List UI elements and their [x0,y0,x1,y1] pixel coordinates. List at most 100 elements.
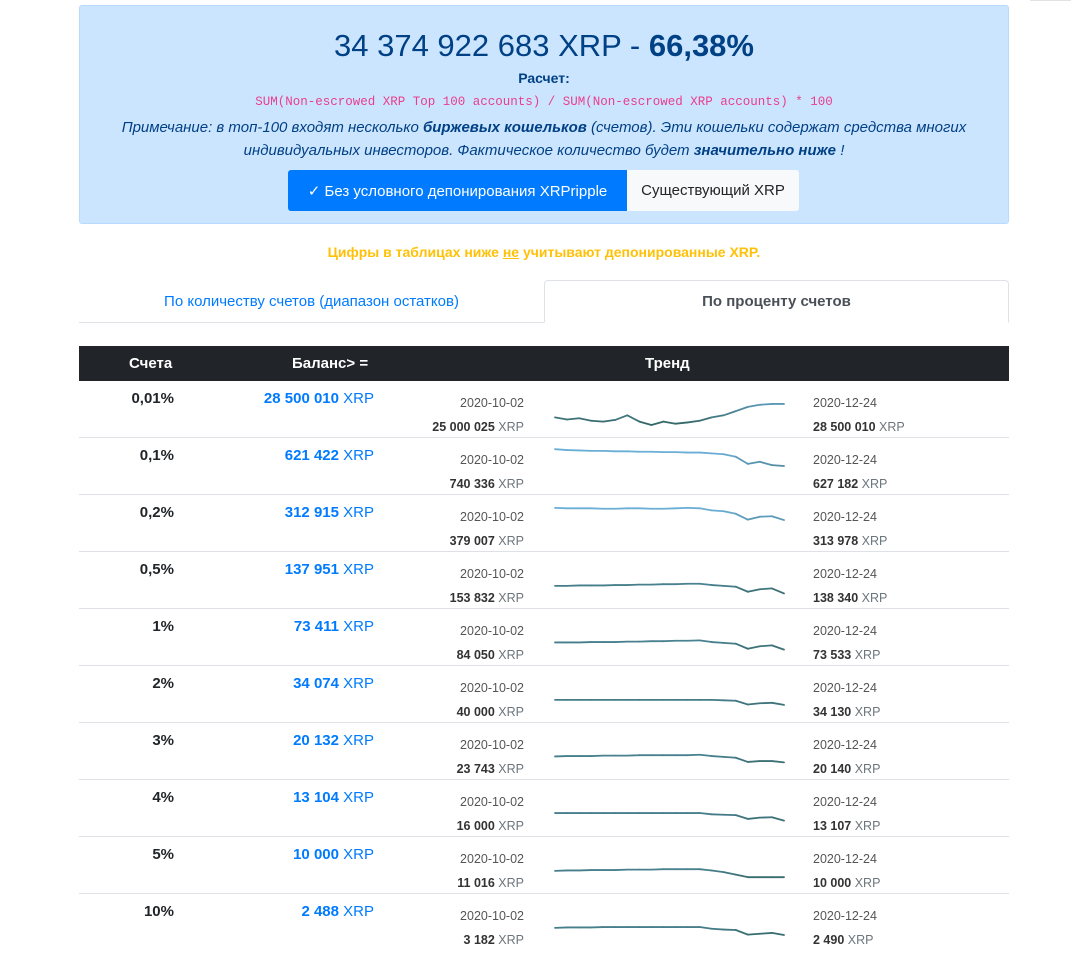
trend-segment [686,419,701,424]
trend-segment [710,755,725,758]
trend-sparkline [554,403,785,426]
trend-start: 2020-10-02 84 050 XRP [457,619,524,667]
balance-link[interactable]: 34 074 XRP [293,675,374,692]
trend-segment [771,515,785,521]
balance-link[interactable]: 20 132 XRP [293,732,374,749]
header-accounts: Счета [129,355,173,372]
balance-unit: XRP [343,903,374,920]
end-value-line: 20 140 XRP [813,757,880,781]
trend-segment [710,414,725,419]
existing-xrp-button[interactable]: Существующий XRP [627,170,799,211]
trend-segment [590,419,605,423]
end-value: 138 340 [813,591,859,605]
balance-link[interactable]: 312 915 XRP [285,504,374,521]
trend-segment [722,755,737,759]
accounts-percent: 1% [152,618,174,635]
end-value: 313 978 [813,534,859,548]
accounts-percent: 2% [152,675,174,692]
trend-segment [734,642,749,650]
balance-unit: XRP [343,390,374,407]
non-escrowed-button[interactable]: ✓ Без условного депонирования XRPripple [288,170,627,211]
start-date: 2020-10-02 [460,795,524,809]
trend-segment [746,403,761,408]
table-row: 0,01% 28 500 010 XRP 2020-10-02 25 000 0… [79,381,1009,438]
trend-end: 2020-12-24 313 978 XRP [813,505,887,553]
start-unit: XRP [498,420,524,434]
trend-segment [722,641,737,645]
balance-value: 28 500 010 [263,390,339,407]
start-date: 2020-10-02 [460,852,524,866]
start-value: 40 000 [456,705,495,719]
start-unit: XRP [498,591,524,605]
trend-segment [746,760,761,763]
trend-segment [722,584,737,588]
end-value-line: 13 107 XRP [813,814,880,838]
table-row: 10% 2 488 XRP 2020-10-02 3 182 XRP 2020-… [79,894,1009,951]
trend-segment [758,460,773,467]
trend-sparkline [554,926,785,936]
accounts-percent: 0,2% [139,504,174,521]
balance-value: 621 422 [284,447,339,464]
end-unit: XRP [861,477,888,491]
end-date: 2020-12-24 [813,453,877,467]
end-value-line: 2 490 XRP [813,928,877,952]
tab-by-account-count[interactable]: По количеству счетов (диапазон остатков) [164,293,459,310]
trend-segment [734,699,749,706]
start-value: 740 336 [449,477,495,491]
trend-start: 2020-10-02 740 336 XRP [450,448,524,496]
table-body: 0,01% 28 500 010 XRP 2020-10-02 25 000 0… [79,381,1009,951]
start-unit: XRP [498,762,524,776]
start-value-line: 84 050 XRP [457,643,524,667]
balance-link[interactable]: 73 411 XRP [294,618,374,635]
balance-link[interactable]: 137 951 XRP [285,561,374,578]
trend-segment [722,510,737,515]
balance-value: 73 411 [293,618,339,635]
trend-segment [771,760,785,764]
trend-segment [710,927,725,931]
balance-link[interactable]: 13 104 XRP [293,789,374,806]
trend-end: 2020-12-24 2 490 XRP [813,904,877,952]
trend-segment [602,419,617,423]
start-value: 153 832 [449,591,495,605]
start-unit: XRP [498,933,524,947]
top-divider [1030,0,1071,1]
trend-start: 2020-10-02 153 832 XRP [450,562,524,610]
summary-headline: 34 374 922 683 XRP - 66,38% [80,28,1008,64]
trend-end: 2020-12-24 73 533 XRP [813,619,880,667]
balance-value: 20 132 [293,732,339,749]
trend-segment [758,644,773,648]
start-value: 11 016 [457,876,495,890]
balance-link[interactable]: 621 422 XRP [285,447,374,464]
trend-segment [758,587,773,591]
trend-segment [746,702,761,706]
note-bold-exchange-wallets: биржевых кошельков [422,119,587,136]
balance-link[interactable]: 28 500 010 XRP [264,390,374,407]
end-date: 2020-12-24 [813,624,877,638]
accounts-percent: 0,5% [139,561,174,578]
end-value-line: 10 000 XRP [813,871,880,895]
header-trend: Тренд [645,355,690,372]
trend-segment [698,812,713,816]
start-unit: XRP [498,705,524,719]
trend-segment [734,756,749,763]
balance-link[interactable]: 2 488 XRP [301,903,374,920]
warning-underlined: не [502,244,520,260]
start-unit: XRP [498,876,524,890]
start-date: 2020-10-02 [460,396,524,410]
table-row: 0,5% 137 951 XRP 2020-10-02 153 832 XRP … [79,552,1009,609]
end-value: 10 000 [813,876,852,890]
trend-segment [746,932,761,936]
calc-label: Расчет: [518,70,570,86]
balance-value: 2 488 [301,903,339,920]
tab-by-account-percent[interactable]: По проценту счетов [544,280,1009,323]
start-value-line: 16 000 XRP [457,814,524,838]
end-unit: XRP [879,420,905,434]
end-date: 2020-12-24 [813,567,877,581]
trend-segment [698,639,713,643]
trend-segment [771,587,785,595]
trend-segment [771,644,785,651]
table-row: 0,1% 621 422 XRP 2020-10-02 740 336 XRP … [79,438,1009,495]
balance-link[interactable]: 10 000 XRP [293,846,374,863]
start-unit: XRP [498,477,524,491]
end-value: 73 533 [813,648,852,662]
